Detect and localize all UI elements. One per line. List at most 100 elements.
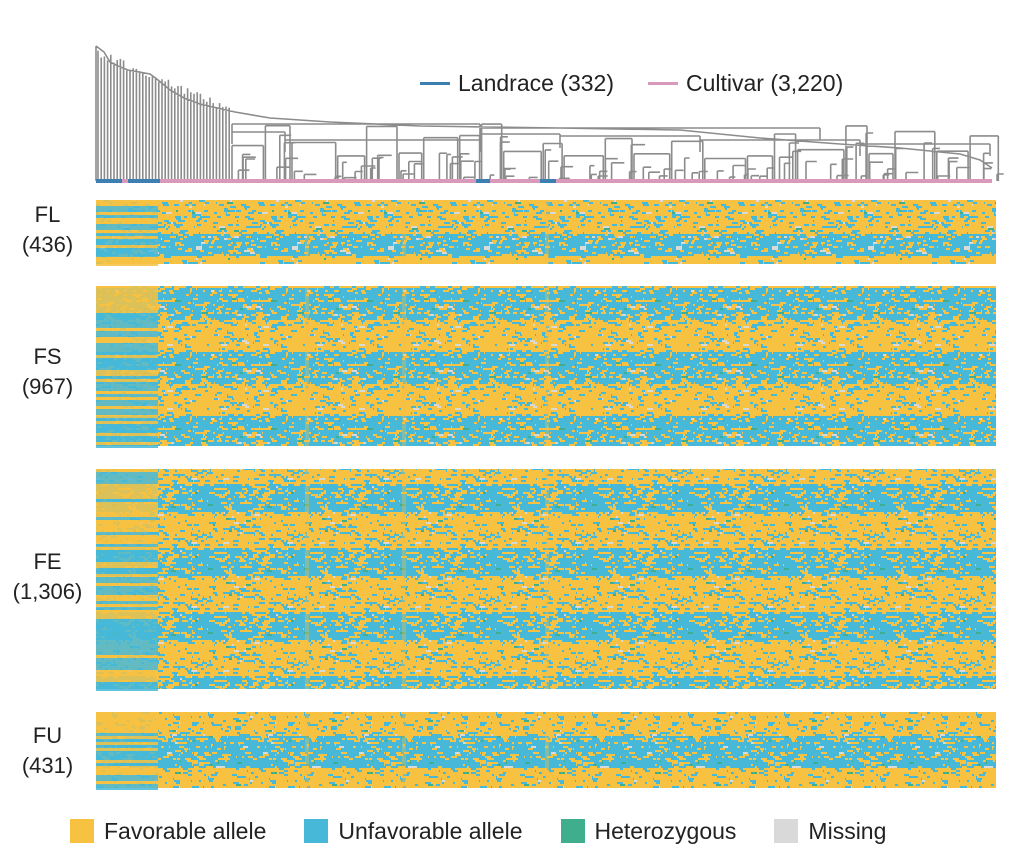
landrace-band <box>96 373 158 376</box>
landrace-band <box>96 379 158 382</box>
landrace-band <box>96 412 158 415</box>
dendrogram <box>95 45 1004 183</box>
landrace-band <box>96 607 158 610</box>
landrace-band <box>96 490 158 493</box>
landrace-band <box>96 218 158 221</box>
landrace-line-swatch <box>420 81 450 85</box>
landrace-band <box>96 568 158 571</box>
landrace-band <box>96 304 158 307</box>
legend-item-favorable: Favorable allele <box>70 818 266 845</box>
landrace-band <box>96 295 158 298</box>
landrace-band <box>96 535 158 538</box>
landrace-band <box>96 631 158 634</box>
heatmap-cells <box>96 200 996 264</box>
landrace-band <box>96 263 158 266</box>
legend-item-unfavorable: Unfavorable allele <box>304 817 523 845</box>
landrace-band <box>96 526 158 529</box>
landrace-band <box>96 358 158 361</box>
landrace-band <box>96 346 158 349</box>
unfavorable-swatch <box>304 819 329 843</box>
landrace-band <box>96 556 158 559</box>
landrace-band <box>96 442 158 445</box>
landrace-band <box>96 673 158 676</box>
heatmap-cells <box>96 286 996 446</box>
landrace-band <box>96 242 158 245</box>
landrace-band <box>96 655 158 658</box>
landrace-band <box>96 676 158 679</box>
landrace-band <box>96 475 158 478</box>
landrace-band <box>96 679 158 682</box>
landrace-band <box>96 670 158 673</box>
landrace-base-strip <box>476 179 490 183</box>
landrace-band <box>96 586 158 589</box>
landrace-band <box>96 610 158 613</box>
landrace-band <box>96 781 158 784</box>
landrace-band <box>96 682 158 685</box>
landrace-band <box>96 376 158 379</box>
panel-count-fu: (431) <box>21 753 74 778</box>
landrace-band <box>96 340 158 343</box>
panel-name-fu: FU <box>32 723 63 748</box>
landrace-band <box>96 625 158 628</box>
landrace-band <box>96 787 158 790</box>
landrace-band <box>96 322 158 325</box>
landrace-band <box>96 233 158 236</box>
landrace-band <box>96 514 158 517</box>
column-streak <box>305 286 309 446</box>
landrace-band <box>96 215 158 218</box>
landrace-band <box>96 685 158 688</box>
landrace-band <box>96 403 158 406</box>
panel-name-fe: FE <box>33 549 62 574</box>
landrace-band <box>96 688 158 691</box>
landrace-band <box>96 355 158 358</box>
landrace-band <box>96 245 158 248</box>
landrace-band <box>96 298 158 301</box>
legend-label-unfavorable: Unfavorable allele <box>338 817 523 844</box>
landrace-band <box>96 257 158 260</box>
landrace-band <box>96 361 158 364</box>
landrace-band <box>96 430 158 433</box>
heatmap-panel-fu <box>96 712 996 790</box>
landrace-band <box>96 370 158 373</box>
landrace-band <box>96 538 158 541</box>
landrace-band <box>96 203 158 206</box>
group-legend: Landrace (332) Cultivar (3,220) <box>420 68 877 98</box>
landrace-band <box>96 313 158 316</box>
landrace-base-strip <box>96 179 122 183</box>
landrace-band <box>96 418 158 421</box>
landrace-band <box>96 589 158 592</box>
landrace-base-strip <box>128 179 160 183</box>
landrace-band <box>96 622 158 625</box>
landrace-band <box>96 469 158 472</box>
landrace-band <box>96 715 158 718</box>
landrace-band <box>96 382 158 385</box>
landrace-band <box>96 745 158 748</box>
landrace-band <box>96 730 158 733</box>
landrace-band <box>96 637 158 640</box>
landrace-band <box>96 646 158 649</box>
landrace-band <box>96 580 158 583</box>
landrace-band <box>96 472 158 475</box>
landrace-band <box>96 550 158 553</box>
landrace-band <box>96 628 158 631</box>
landrace-band <box>96 733 158 736</box>
landrace-band <box>96 577 158 580</box>
landrace-band <box>96 775 158 778</box>
landrace-band <box>96 367 158 370</box>
landrace-band <box>96 289 158 292</box>
landrace-band <box>96 239 158 242</box>
landrace-band <box>96 511 158 514</box>
landrace-band <box>96 301 158 304</box>
landrace-band <box>96 571 158 574</box>
legend-label-cultivar: Cultivar (3,220) <box>686 69 844 96</box>
landrace-band <box>96 523 158 526</box>
landrace-band <box>96 316 158 319</box>
landrace-band <box>96 598 158 601</box>
landrace-band <box>96 496 158 499</box>
landrace-band <box>96 499 158 502</box>
landrace-band <box>96 778 158 781</box>
landrace-band <box>96 251 158 254</box>
landrace-band <box>96 436 158 439</box>
landrace-band <box>96 784 158 787</box>
